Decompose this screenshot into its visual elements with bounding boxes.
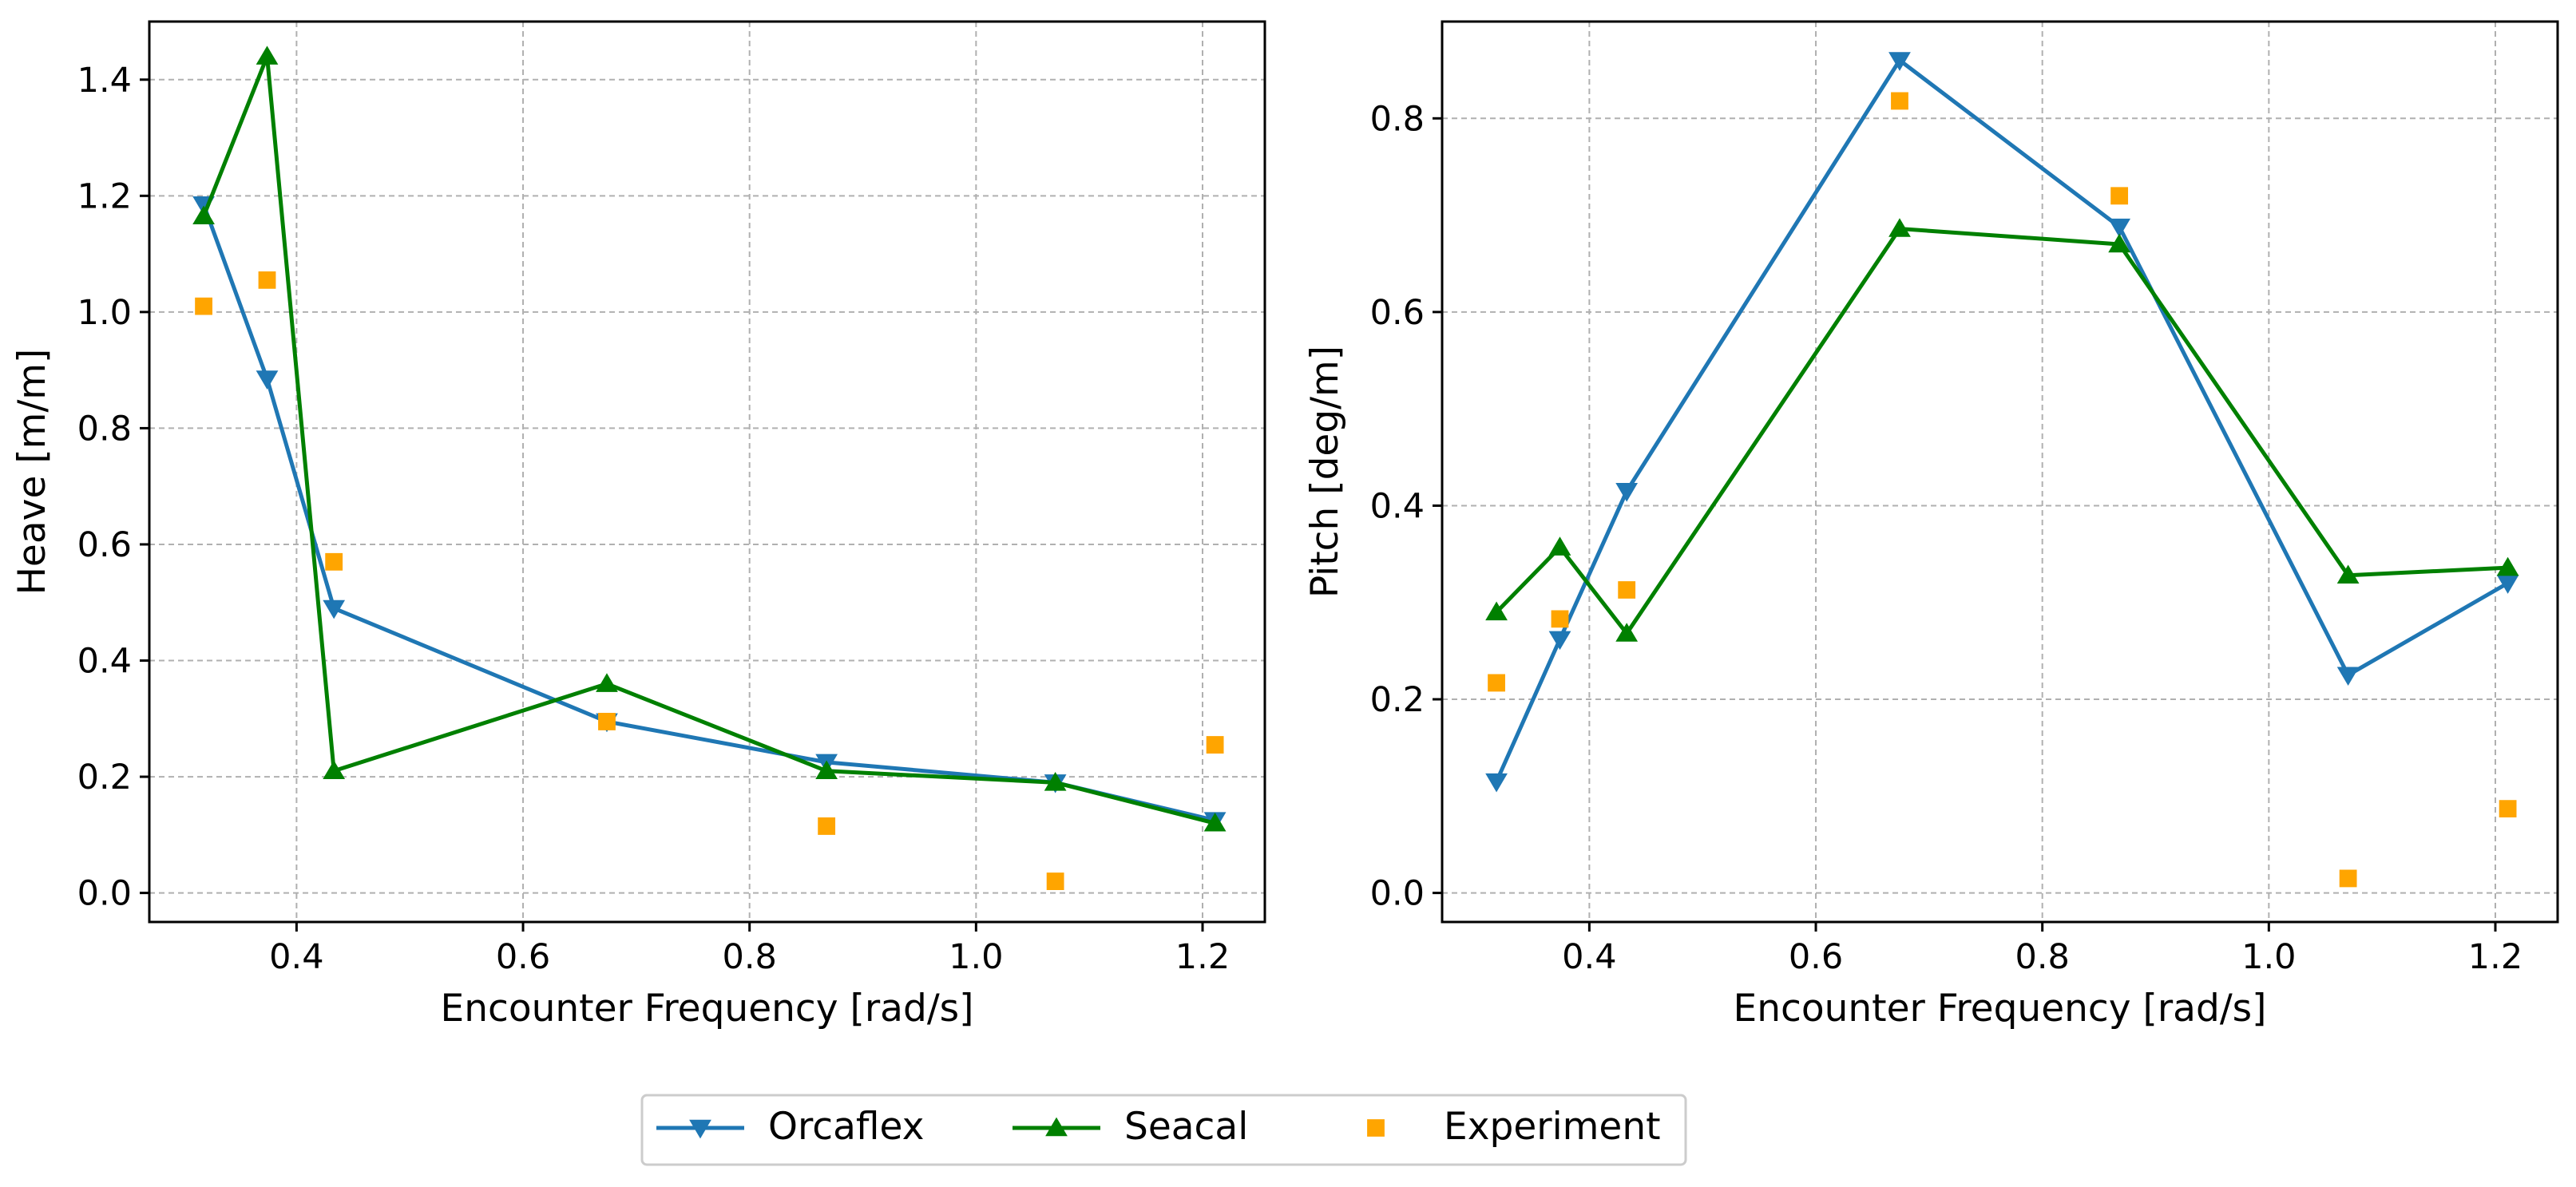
- pitch-orcaflex-point: [1548, 631, 1571, 651]
- pitch-x-tick-label: 0.6: [1789, 937, 1843, 977]
- heave-seacal-point: [1203, 812, 1227, 832]
- pitch-seacal-point: [1888, 218, 1911, 237]
- heave-orcaflex-point: [256, 370, 279, 390]
- pitch-x-tick-label: 0.8: [2015, 937, 2069, 977]
- pitch-y-axis-title: Pitch [deg/m]: [1303, 346, 1347, 598]
- pitch-orcaflex-line: [1494, 58, 2509, 783]
- heave-y-tick-label: 1.2: [77, 176, 132, 216]
- pitch-experiment-point: [1891, 92, 1908, 110]
- pitch-y-tick-label: 0.6: [1370, 293, 1425, 333]
- legend: Orcaflex Seacal Experiment: [640, 1094, 1687, 1166]
- pitch-seacal-point: [1615, 623, 1639, 642]
- heave-orcaflex-line: [201, 204, 1216, 823]
- legend-orcaflex-marker: [689, 1119, 711, 1139]
- heave-seacal-point: [256, 46, 279, 65]
- legend-entry-orcaflex: Orcaflex: [656, 1105, 924, 1149]
- pitch-y-tick-label: 0.8: [1370, 99, 1425, 139]
- legend-label-seacal: Seacal: [1124, 1105, 1248, 1149]
- heave-experiment-point: [598, 713, 616, 730]
- heave-y-tick-label: 1.4: [77, 61, 132, 101]
- pitch-y-tick-label: 0.0: [1370, 874, 1425, 914]
- heave-x-tick-label: 1.0: [949, 937, 1003, 977]
- pitch-experiment-point: [2110, 187, 2129, 205]
- heave-x-tick-label: 0.6: [496, 937, 550, 977]
- heave-y-tick-label: 0.2: [77, 758, 132, 797]
- heave-axes-frame: [148, 20, 1266, 924]
- pitch-plot: 0.4 0.6 0.8 1.0 1.2 0.0 0.2 0.4 0.6 0.8 Encounter …: [1303, 20, 2559, 1031]
- heave-experiment-point: [1046, 872, 1064, 890]
- pitch-seacal-point: [2336, 564, 2360, 584]
- heave-y-tick-label: 1.0: [77, 293, 132, 333]
- heave-experiment-point: [195, 297, 212, 315]
- heave-seacal-point: [596, 673, 618, 692]
- pitch-experiment-point: [1488, 674, 1505, 692]
- legend-label-orcaflex: Orcaflex: [768, 1105, 924, 1149]
- pitch-x-axis-title: Encounter Frequency [rad/s]: [1734, 987, 2267, 1031]
- legend-seacal-marker: [1045, 1117, 1068, 1137]
- legend-entry-seacal: Seacal: [1013, 1105, 1248, 1149]
- heave-seacal-point: [815, 760, 838, 780]
- pitch-experiment-point: [2339, 869, 2357, 888]
- heave-x-tick-label: 0.8: [722, 937, 776, 977]
- heave-y-tick-label: 0.6: [77, 525, 132, 565]
- pitch-x-tick-label: 1.2: [2468, 937, 2522, 977]
- legend-frame: [640, 1094, 1687, 1166]
- heave-seacal-point: [1044, 772, 1067, 791]
- pitch-experiment-point: [1618, 581, 1636, 599]
- pitch-orcaflex-point: [2108, 218, 2131, 238]
- heave-y-axis-title: Heave [m/m]: [10, 349, 54, 595]
- pitch-y-tick-label: 0.2: [1370, 680, 1425, 720]
- heave-experiment-point: [818, 817, 836, 835]
- pitch-seacal-point: [2108, 233, 2131, 253]
- pitch-x-tick-label: 1.0: [2241, 937, 2296, 977]
- heave-x-tick-label: 1.2: [1175, 937, 1230, 977]
- pitch-orcaflex-point: [1888, 52, 1911, 71]
- pitch-axes-frame: [1441, 20, 2559, 924]
- heave-y-tick-label: 0.0: [77, 874, 132, 914]
- pitch-seacal-point: [2496, 556, 2519, 576]
- heave-experiment-point: [1206, 736, 1224, 754]
- pitch-seacal-line: [1495, 227, 2508, 636]
- heave-orcaflex-point: [323, 599, 346, 619]
- heave-experiment-point: [258, 271, 276, 289]
- heave-seacal-point: [192, 205, 215, 225]
- pitch-orcaflex-point: [2496, 575, 2519, 594]
- legend-label-experiment: Experiment: [1444, 1105, 1661, 1149]
- pitch-experiment-point: [2499, 800, 2517, 817]
- heave-y-tick-label: 0.8: [77, 409, 132, 449]
- pitch-orcaflex-point: [1485, 773, 1508, 793]
- heave-seacal-point: [323, 760, 346, 780]
- pitch-orcaflex-point: [1615, 483, 1639, 502]
- pitch-experiment-point: [1551, 610, 1569, 628]
- pitch-x-tick-label: 0.4: [1562, 937, 1616, 977]
- pitch-orcaflex-point: [2336, 667, 2360, 686]
- pitch-seacal-point: [1548, 536, 1571, 556]
- legend-entry-experiment: Experiment: [1367, 1105, 1661, 1149]
- heave-seacal-line: [201, 54, 1216, 825]
- heave-y-tick-label: 0.4: [77, 642, 132, 682]
- legend-experiment-marker: [1367, 1119, 1385, 1137]
- heave-x-axis-title: Encounter Frequency [rad/s]: [441, 987, 974, 1031]
- heave-experiment-point: [325, 552, 343, 571]
- heave-x-tick-label: 0.4: [269, 937, 323, 977]
- heave-plot: 0.4 0.6 0.8 1.0 1.2 0.0 0.2 0.4 0.6 0.8 1.0 1.2 1.4 E…: [10, 20, 1266, 1031]
- pitch-seacal-point: [1485, 601, 1508, 621]
- pitch-y-tick-label: 0.4: [1370, 486, 1425, 526]
